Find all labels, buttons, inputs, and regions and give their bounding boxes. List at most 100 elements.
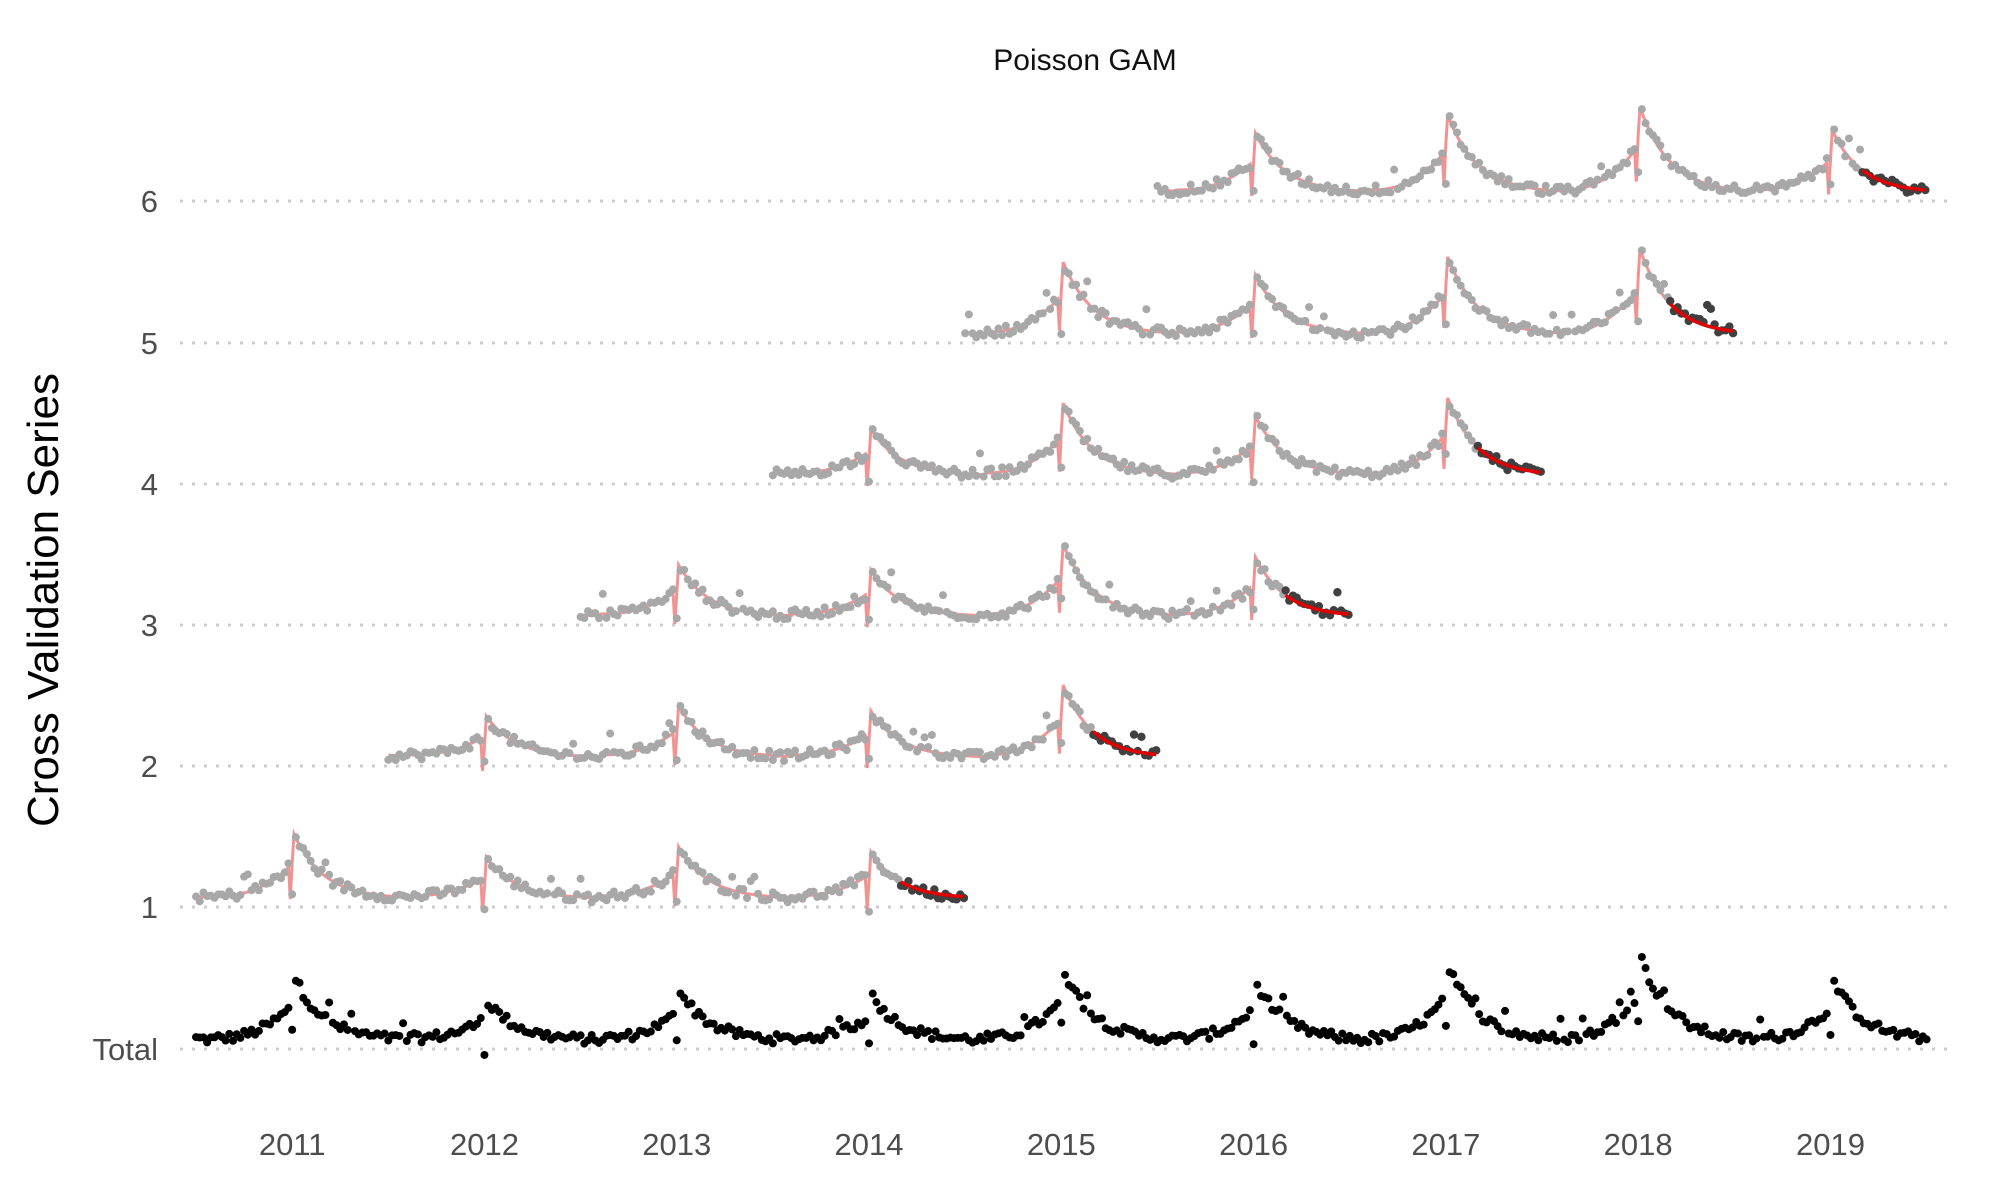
total-point	[265, 1020, 274, 1029]
train-point	[510, 732, 519, 741]
train-point	[1305, 175, 1314, 184]
train-point	[1608, 171, 1617, 180]
train-point	[1371, 181, 1380, 190]
train-point	[1323, 181, 1332, 190]
train-point	[609, 887, 618, 896]
total-point	[1563, 1038, 1572, 1047]
train-point	[284, 859, 293, 868]
series-cv-1	[192, 828, 969, 916]
train-point	[1260, 565, 1269, 574]
train-point	[1856, 145, 1865, 154]
total-point	[1227, 1023, 1236, 1032]
total-point	[1512, 1027, 1521, 1036]
train-point	[1452, 275, 1461, 284]
train-point	[1012, 466, 1021, 475]
train-point	[1364, 466, 1373, 475]
test-point	[1333, 588, 1342, 597]
train-point	[724, 602, 733, 611]
train-point	[484, 854, 493, 863]
forecast-line	[1284, 593, 1349, 616]
train-point	[1412, 461, 1421, 470]
train-point	[1822, 154, 1831, 163]
train-point	[831, 601, 840, 610]
train-point	[1641, 119, 1650, 128]
train-point	[1068, 558, 1077, 567]
train-point	[1541, 181, 1550, 190]
train-point	[1630, 289, 1639, 298]
total-point	[1275, 1005, 1284, 1014]
train-point	[865, 754, 874, 763]
train-point	[480, 757, 489, 766]
train-point	[765, 895, 774, 904]
train-point	[975, 748, 984, 757]
total-point	[731, 1032, 740, 1041]
train-point	[761, 754, 770, 763]
train-point	[1393, 466, 1402, 475]
train-point	[1212, 446, 1221, 455]
train-point	[1423, 451, 1432, 460]
total-point	[1611, 1019, 1620, 1028]
train-point	[783, 614, 792, 623]
train-point	[643, 606, 652, 615]
train-point	[1249, 605, 1258, 614]
total-point	[473, 1019, 482, 1028]
total-point	[325, 998, 334, 1007]
train-point	[476, 736, 485, 745]
total-point	[1648, 984, 1657, 993]
train-point	[1049, 440, 1058, 449]
train-point	[302, 850, 311, 859]
train-point	[1770, 187, 1779, 196]
train-point	[1438, 293, 1447, 302]
train-point	[1253, 273, 1262, 282]
total-point	[1083, 991, 1092, 1000]
train-point	[1434, 157, 1443, 166]
train-point	[1567, 310, 1576, 319]
train-point	[1053, 719, 1062, 728]
total-point	[1253, 980, 1262, 989]
train-point	[883, 723, 892, 732]
total-point	[1264, 994, 1273, 1003]
train-point	[1142, 305, 1151, 314]
train-point	[1038, 309, 1047, 318]
train-point	[1652, 279, 1661, 288]
train-point	[876, 716, 885, 725]
total-point	[698, 1012, 707, 1021]
total-point	[1061, 970, 1070, 979]
x-tick-label: 2019	[1796, 1127, 1865, 1162]
train-point	[927, 461, 936, 470]
train-point	[1489, 171, 1498, 180]
series-cv-4	[768, 397, 1545, 487]
x-tick-label: 2017	[1411, 1127, 1480, 1162]
train-point	[1127, 461, 1136, 470]
total-point	[1364, 1038, 1373, 1047]
train-point	[861, 735, 870, 744]
train-point	[265, 878, 274, 887]
train-point	[791, 746, 800, 755]
train-point	[1212, 324, 1221, 333]
train-point	[742, 894, 751, 903]
total-point	[669, 1009, 678, 1018]
train-point	[1423, 306, 1432, 315]
train-point	[994, 324, 1003, 333]
train-point	[802, 751, 811, 760]
train-point	[1001, 321, 1010, 330]
train-point	[1700, 183, 1709, 192]
y-tick-label: 3	[141, 608, 158, 643]
train-point	[865, 477, 874, 486]
train-point	[735, 589, 744, 598]
train-point	[1090, 304, 1099, 313]
train-point	[299, 844, 308, 853]
total-point	[395, 1031, 404, 1040]
train-point	[1467, 153, 1476, 162]
train-point	[1186, 597, 1195, 606]
train-point	[1024, 460, 1033, 469]
train-point	[1497, 172, 1506, 181]
train-point	[1238, 594, 1247, 603]
train-point	[1430, 300, 1439, 309]
train-point	[1467, 436, 1476, 445]
train-point	[391, 756, 400, 765]
train-point	[1105, 580, 1114, 589]
train-point	[1438, 429, 1447, 438]
train-point	[1852, 163, 1861, 172]
